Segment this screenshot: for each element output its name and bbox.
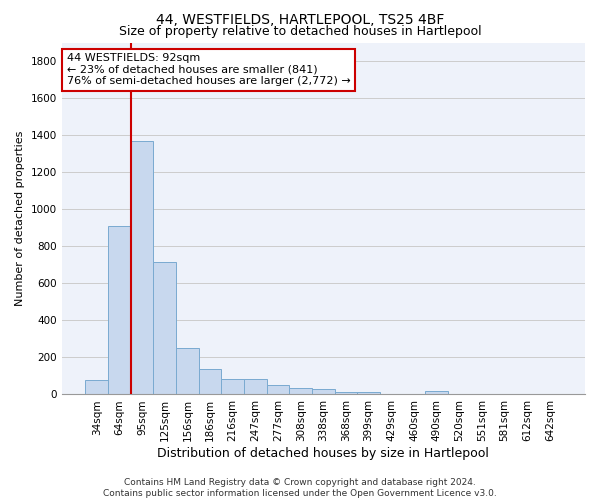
- Bar: [244, 378, 266, 394]
- Text: 44, WESTFIELDS, HARTLEPOOL, TS25 4BF: 44, WESTFIELDS, HARTLEPOOL, TS25 4BF: [156, 12, 444, 26]
- Bar: [131, 140, 154, 394]
- Bar: [358, 392, 380, 394]
- Bar: [425, 391, 448, 394]
- Text: Contains HM Land Registry data © Crown copyright and database right 2024.
Contai: Contains HM Land Registry data © Crown c…: [103, 478, 497, 498]
- X-axis label: Distribution of detached houses by size in Hartlepool: Distribution of detached houses by size …: [157, 447, 489, 460]
- Bar: [335, 392, 358, 394]
- Bar: [221, 378, 244, 394]
- Bar: [108, 226, 131, 394]
- Bar: [312, 389, 335, 394]
- Bar: [199, 368, 221, 394]
- Bar: [85, 380, 108, 394]
- Bar: [289, 388, 312, 394]
- Y-axis label: Number of detached properties: Number of detached properties: [15, 131, 25, 306]
- Text: 44 WESTFIELDS: 92sqm
← 23% of detached houses are smaller (841)
76% of semi-deta: 44 WESTFIELDS: 92sqm ← 23% of detached h…: [67, 53, 350, 86]
- Bar: [154, 262, 176, 394]
- Text: Size of property relative to detached houses in Hartlepool: Size of property relative to detached ho…: [119, 25, 481, 38]
- Bar: [266, 385, 289, 394]
- Bar: [176, 348, 199, 395]
